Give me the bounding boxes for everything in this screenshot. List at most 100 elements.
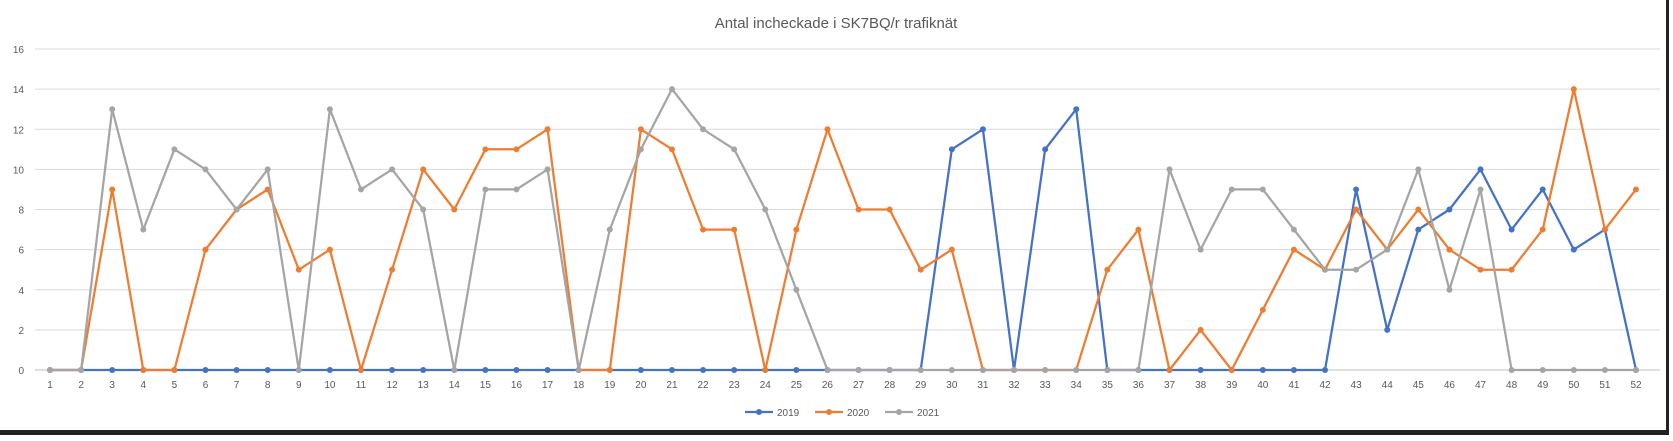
x-tick-label: 14 — [449, 380, 461, 391]
data-point — [1539, 226, 1546, 233]
x-tick-label: 30 — [946, 380, 958, 391]
data-point — [513, 367, 520, 373]
gridlines — [35, 48, 1660, 371]
data-point — [1415, 206, 1422, 213]
data-point — [886, 206, 893, 213]
data-point — [1446, 246, 1453, 253]
data-point — [544, 367, 551, 373]
data-point — [1353, 266, 1360, 273]
data-point — [637, 367, 644, 373]
x-tick-label: 12 — [387, 380, 399, 391]
data-point — [575, 367, 582, 373]
data-point — [1197, 246, 1204, 253]
data-point — [264, 186, 271, 193]
data-point — [513, 146, 520, 153]
x-tick-label: 27 — [853, 380, 865, 391]
x-tick-label: 41 — [1288, 380, 1300, 391]
data-point — [731, 146, 738, 153]
x-tick-label: 28 — [884, 380, 896, 391]
legend-label: 2019 — [777, 408, 800, 419]
data-point — [1508, 266, 1515, 273]
x-tick-label: 10 — [324, 380, 336, 391]
data-point — [202, 246, 209, 253]
data-point — [1290, 367, 1297, 373]
data-point — [1197, 367, 1204, 373]
y-axis-ticks: 0 2 4 6 8 10 12 14 16 — [13, 45, 25, 377]
x-tick-label: 43 — [1351, 380, 1363, 391]
data-point — [824, 367, 831, 373]
chart-title: Antal incheckade i SK7BQ/r trafiknät — [715, 15, 958, 32]
y-tick-label: 10 — [13, 165, 25, 176]
x-tick-label: 31 — [977, 380, 989, 391]
data-point — [109, 106, 116, 113]
x-tick-label: 51 — [1599, 380, 1611, 391]
data-point — [668, 367, 675, 373]
data-point — [793, 286, 800, 293]
x-tick-label: 20 — [635, 380, 647, 391]
y-tick-label: 6 — [18, 246, 24, 257]
data-point — [1166, 166, 1173, 173]
x-tick-label: 36 — [1133, 380, 1145, 391]
data-point — [1104, 266, 1111, 273]
data-point — [264, 166, 271, 173]
data-point — [1135, 367, 1142, 373]
data-point — [389, 166, 396, 173]
x-tick-label: 39 — [1226, 380, 1238, 391]
data-point — [1508, 226, 1515, 233]
data-point — [1166, 367, 1173, 373]
x-tick-label: 3 — [109, 380, 115, 391]
data-point — [202, 166, 209, 173]
data-point — [948, 146, 955, 153]
x-tick-label: 17 — [542, 380, 554, 391]
data-point — [420, 367, 427, 373]
x-tick-label: 37 — [1164, 380, 1176, 391]
legend-marker — [896, 409, 902, 415]
x-tick-label: 13 — [418, 380, 430, 391]
data-point — [1477, 166, 1484, 173]
data-point — [1601, 367, 1608, 373]
x-tick-label: 38 — [1195, 380, 1207, 391]
data-point — [544, 126, 551, 133]
data-point — [1353, 186, 1360, 193]
data-point — [948, 367, 955, 373]
x-tick-label: 5 — [172, 380, 178, 391]
data-point — [1042, 146, 1049, 153]
data-point — [1259, 306, 1266, 313]
series-group — [47, 86, 1639, 373]
data-point — [979, 367, 986, 373]
x-tick-label: 45 — [1413, 380, 1425, 391]
x-tick-label: 24 — [760, 380, 772, 391]
data-point — [700, 126, 707, 133]
x-tick-label: 47 — [1475, 380, 1487, 391]
data-point — [1104, 367, 1111, 373]
data-point — [1446, 286, 1453, 293]
data-point — [389, 266, 396, 273]
data-point — [1073, 106, 1080, 113]
data-point — [295, 266, 302, 273]
legend-item-2021: 2021 — [885, 408, 940, 419]
data-point — [731, 367, 738, 373]
series-2021 — [47, 86, 1639, 373]
series-2019 — [47, 106, 1639, 373]
data-point — [513, 186, 520, 193]
data-point — [637, 126, 644, 133]
series-line-2020 — [50, 87, 1637, 372]
data-point — [824, 126, 831, 133]
data-point — [544, 166, 551, 173]
data-point — [47, 367, 53, 373]
x-tick-label: 16 — [511, 380, 523, 391]
data-point — [668, 146, 675, 153]
x-tick-label: 49 — [1537, 380, 1549, 391]
x-axis-ticks: 1 2 3 4 5 6 7 8 9 10 11 12 13 14 15 16 17 18 19 20 21 22 23 24 2… — [47, 380, 1642, 391]
x-tick-label: 52 — [1630, 380, 1642, 391]
data-point — [1290, 246, 1297, 253]
data-point — [1073, 367, 1080, 373]
data-point — [762, 367, 769, 373]
y-tick-label: 4 — [18, 286, 24, 297]
legend-label: 2020 — [847, 408, 870, 419]
data-point — [886, 367, 893, 373]
data-point — [295, 367, 302, 373]
data-point — [1570, 246, 1577, 253]
x-tick-label: 4 — [141, 380, 147, 391]
